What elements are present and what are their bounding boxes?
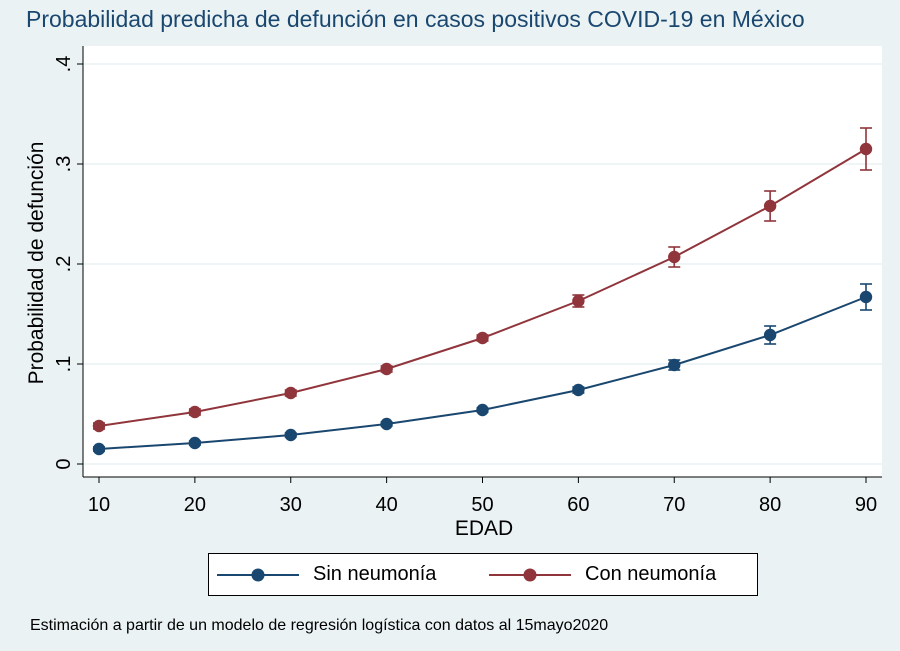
data-point [188,405,202,419]
x-tick-label: 50 [471,494,493,516]
legend-label-con-neumonia: Con neumonía [585,563,717,585]
data-point [92,419,106,433]
y-tick-label: 0 [53,458,75,469]
data-point [380,362,393,376]
data-point [92,442,106,456]
y-tick-label: .1 [53,356,75,373]
data-point [284,428,297,442]
y-tick-label: .4 [53,56,75,73]
data-point [668,250,681,264]
y-tick-label: .2 [53,256,75,273]
legend-marker-sin-neumonia [217,568,299,581]
legend-label-sin-neumonia: Sin neumonía [313,563,437,585]
x-tick-label: 80 [759,494,781,516]
legend-entry-sin-neumonia: Sin neumonía [215,554,436,595]
x-tick-label: 40 [376,494,398,516]
x-tick-label: 70 [663,494,685,516]
series-1 [92,127,873,433]
chart-title: Probabilidad predicha de defunción en ca… [26,6,805,32]
data-point [380,417,393,431]
series-layer [92,127,873,456]
x-tick-label: 30 [280,494,302,516]
data-point [763,199,777,213]
grid-lines [83,63,882,465]
data-point [284,386,297,400]
legend-marker-con-neumonia [489,568,571,581]
data-point [476,331,489,345]
x-axis-label: EDAD [455,517,513,540]
y-axis-label: Probabilidad de defunción [25,142,48,385]
data-point [188,436,202,450]
x-tick-label: 60 [567,494,589,516]
data-point [476,403,489,417]
data-point [572,383,585,397]
x-tick-label: 90 [855,494,877,516]
y-tick-label: .3 [53,156,75,173]
chart-footnote: Estimación a partir de un modelo de regr… [30,617,609,634]
y-axis-ticks: 0 .1 .2 .3 .4 [53,56,83,470]
x-tick-label: 20 [184,494,206,516]
legend-entry-con-neumonia: Con neumonía [487,554,716,595]
x-tick-label: 10 [88,494,110,516]
series-0 [92,283,873,456]
data-point [572,294,585,308]
legend: Sin neumonía Con neumonía [208,553,758,596]
data-point [763,328,777,342]
x-axis-ticks: 10 20 30 40 50 60 70 80 90 [88,477,877,516]
data-point [859,142,873,156]
data-point [859,290,873,304]
data-point [668,358,681,372]
